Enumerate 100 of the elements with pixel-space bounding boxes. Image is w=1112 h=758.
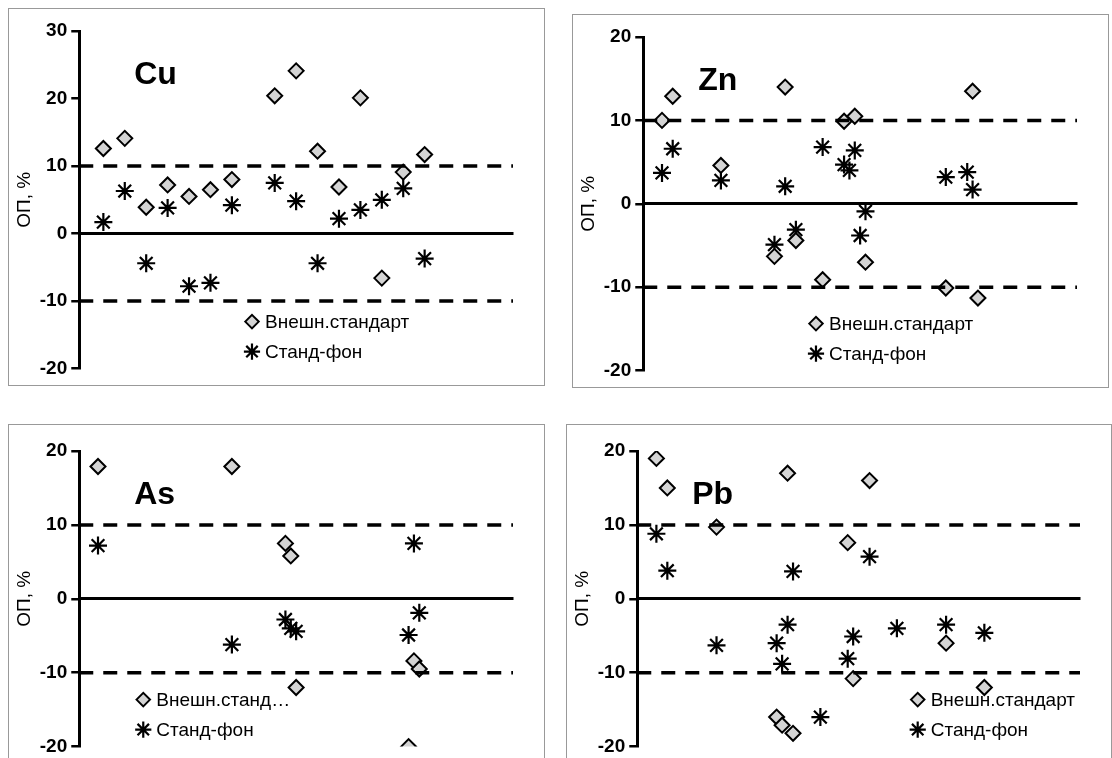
point bbox=[221, 634, 242, 655]
y-tick-label: 0 bbox=[620, 192, 632, 214]
legend-label: Внешн.стандарт bbox=[264, 310, 410, 332]
point bbox=[856, 253, 874, 271]
point bbox=[935, 167, 956, 188]
y-tick-label: 0 bbox=[56, 587, 68, 609]
point bbox=[844, 140, 865, 161]
point bbox=[351, 89, 369, 107]
legend-label: Станд-фон bbox=[828, 342, 927, 364]
y-tick-label: -10 bbox=[39, 660, 68, 682]
text: As bbox=[134, 474, 176, 511]
y-tick-label: -10 bbox=[603, 275, 632, 297]
legend-label: Внешн.стандарт bbox=[828, 312, 974, 334]
legend-label: Внешн.стандарт bbox=[930, 688, 1076, 710]
point bbox=[394, 163, 412, 181]
point bbox=[810, 706, 831, 728]
point bbox=[414, 248, 435, 269]
point bbox=[787, 232, 805, 249]
point bbox=[221, 195, 242, 216]
point bbox=[846, 107, 864, 125]
point bbox=[647, 451, 665, 467]
point bbox=[282, 547, 300, 565]
point bbox=[843, 626, 864, 647]
point bbox=[398, 624, 419, 646]
point bbox=[409, 602, 430, 623]
point bbox=[136, 253, 157, 274]
y-tick-label: 20 bbox=[46, 86, 68, 108]
point bbox=[839, 534, 857, 552]
y-tick-label: 0 bbox=[614, 587, 626, 609]
point bbox=[137, 198, 155, 216]
y-axis-title: ОП, % bbox=[12, 171, 34, 228]
point bbox=[89, 458, 107, 476]
point bbox=[286, 191, 307, 212]
point bbox=[962, 179, 983, 200]
point bbox=[782, 561, 804, 582]
text: Cu bbox=[134, 54, 177, 91]
point bbox=[886, 618, 907, 639]
point bbox=[87, 535, 109, 556]
point bbox=[114, 180, 135, 202]
y-tick-label: -10 bbox=[39, 289, 68, 311]
point bbox=[200, 272, 221, 293]
point bbox=[861, 472, 879, 490]
y-axis-title: ОП, % bbox=[12, 570, 34, 627]
point bbox=[964, 82, 982, 100]
point bbox=[223, 458, 241, 476]
y-tick-label: -10 bbox=[597, 660, 626, 682]
point bbox=[812, 136, 833, 158]
y-axis-title: ОП, % bbox=[576, 175, 598, 232]
point bbox=[646, 523, 667, 544]
point bbox=[266, 87, 284, 105]
point bbox=[765, 247, 783, 265]
point bbox=[772, 653, 793, 674]
point bbox=[393, 178, 414, 199]
point bbox=[93, 211, 114, 233]
legend-label: Станд-фон bbox=[930, 718, 1029, 740]
y-tick-label: -20 bbox=[39, 734, 68, 756]
point bbox=[651, 162, 673, 184]
point bbox=[776, 78, 794, 96]
point bbox=[710, 170, 732, 191]
point bbox=[784, 724, 802, 742]
point bbox=[159, 176, 177, 194]
point bbox=[180, 187, 198, 205]
point bbox=[777, 614, 798, 635]
y-tick-label: 10 bbox=[604, 513, 626, 535]
point bbox=[416, 146, 434, 164]
point bbox=[779, 464, 797, 482]
point bbox=[658, 479, 676, 497]
point bbox=[330, 178, 348, 196]
point bbox=[223, 171, 241, 189]
point bbox=[286, 621, 307, 642]
point bbox=[937, 634, 955, 652]
y-axis-title: ОП, % bbox=[570, 570, 592, 627]
y-tick-label: 0 bbox=[56, 221, 68, 243]
y-tick-label: 20 bbox=[610, 25, 632, 47]
point bbox=[662, 138, 683, 159]
point bbox=[309, 142, 327, 160]
text: Zn bbox=[698, 60, 738, 97]
y-tick-label: 10 bbox=[610, 108, 632, 130]
text: Pb bbox=[692, 474, 734, 511]
point bbox=[859, 546, 880, 567]
point bbox=[287, 678, 305, 696]
point bbox=[201, 181, 219, 199]
point bbox=[844, 670, 862, 688]
legend-label: Внешн.станд… bbox=[156, 688, 291, 710]
point bbox=[371, 189, 392, 210]
y-tick-label: -20 bbox=[603, 358, 632, 380]
point bbox=[264, 172, 285, 194]
point bbox=[350, 199, 371, 221]
point bbox=[775, 176, 796, 197]
point bbox=[657, 560, 678, 581]
point bbox=[307, 253, 328, 274]
point bbox=[287, 62, 305, 80]
point bbox=[373, 269, 391, 287]
point bbox=[403, 533, 425, 554]
point bbox=[653, 111, 671, 129]
point bbox=[974, 622, 995, 643]
y-tick-label: 10 bbox=[46, 154, 68, 176]
point bbox=[785, 219, 806, 240]
point bbox=[837, 648, 858, 669]
y-tick-label: 10 bbox=[46, 513, 68, 535]
